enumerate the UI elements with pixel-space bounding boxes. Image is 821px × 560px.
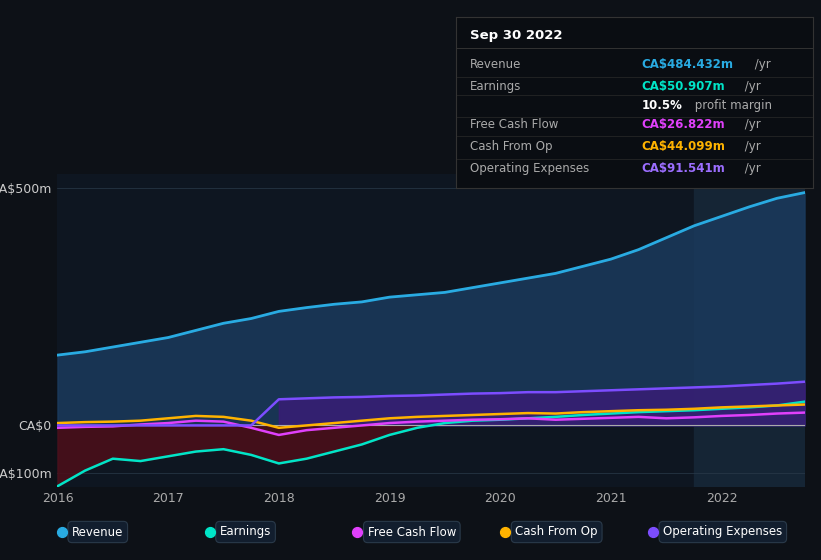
Text: Earnings: Earnings bbox=[220, 525, 271, 539]
Text: CA$50.907m: CA$50.907m bbox=[641, 80, 725, 94]
Text: CA$484.432m: CA$484.432m bbox=[641, 58, 733, 71]
Point bbox=[351, 528, 364, 536]
Text: CA$91.541m: CA$91.541m bbox=[641, 162, 725, 175]
Text: Operating Expenses: Operating Expenses bbox=[663, 525, 782, 539]
Text: Sep 30 2022: Sep 30 2022 bbox=[470, 29, 562, 42]
Text: Free Cash Flow: Free Cash Flow bbox=[470, 118, 558, 131]
Text: 10.5%: 10.5% bbox=[641, 99, 682, 112]
Text: Cash From Op: Cash From Op bbox=[470, 140, 553, 153]
Text: CA$26.822m: CA$26.822m bbox=[641, 118, 725, 131]
Text: /yr: /yr bbox=[741, 118, 761, 131]
Text: /yr: /yr bbox=[741, 80, 761, 94]
Text: Cash From Op: Cash From Op bbox=[516, 525, 598, 539]
Bar bbox=[694, 174, 805, 487]
Text: /yr: /yr bbox=[741, 140, 761, 153]
Text: CA$44.099m: CA$44.099m bbox=[641, 140, 725, 153]
Point bbox=[646, 528, 659, 536]
Text: /yr: /yr bbox=[741, 162, 761, 175]
Text: Revenue: Revenue bbox=[470, 58, 521, 71]
Point bbox=[498, 528, 511, 536]
Text: /yr: /yr bbox=[751, 58, 771, 71]
Text: Operating Expenses: Operating Expenses bbox=[470, 162, 589, 175]
Text: profit margin: profit margin bbox=[691, 99, 773, 112]
Text: Earnings: Earnings bbox=[470, 80, 521, 94]
Text: Free Cash Flow: Free Cash Flow bbox=[368, 525, 456, 539]
Point bbox=[203, 528, 216, 536]
Text: Revenue: Revenue bbox=[72, 525, 123, 539]
Point bbox=[55, 528, 68, 536]
